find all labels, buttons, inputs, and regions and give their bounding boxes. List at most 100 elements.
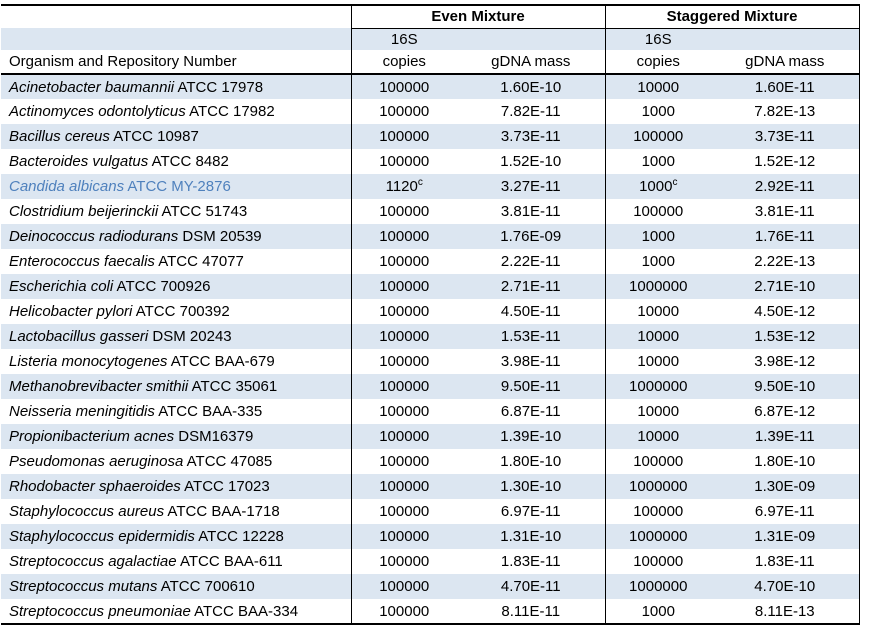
even-16s-copies-cell: 100000 [350,124,457,149]
organism-cell: Streptococcus pneumoniae ATCC BAA-334 [1,599,351,625]
repository-number: ATCC 12228 [194,528,284,545]
organism-column-header: Organism and Repository Number [1,50,351,75]
even-16s-copies-cell: 100000 [350,224,457,249]
even-gdna-mass-cell: 6.87E-11 [500,403,561,420]
repository-number: ATCC 700392 [132,303,230,320]
staggered-gdna-mass-cell: 1.53E-12 [711,324,860,349]
even-gdna-mass-cell: 1.30E-10 [500,478,562,495]
organism-cell: Helicobacter pylori ATCC 700392 [1,299,351,324]
repository-number: ATCC 700610 [157,578,255,595]
staggered-gdna-mass-cell: 1.30E-09 [711,474,860,499]
organism-name: Enterococcus faecalis [9,253,155,270]
even-gdna-mass-cell: 7.82E-11 [500,103,561,120]
even-gdna-mass-cell: 1.39E-10 [500,428,562,445]
even-16s-copies-cell: 100000 [350,99,457,124]
staggered-16s-copies-cell: 1000000 [604,524,711,549]
organism-name: Neisseria meningitidis [9,403,155,420]
even-16s-copies-cell: 100000 [350,349,457,374]
table-row: Staphylococcus epidermidis ATCC 12228 100… [1,524,860,549]
organism-cell: Lactobacillus gasseri DSM 20243 [1,324,351,349]
table-row: Streptococcus agalactiae ATCC BAA-611 100… [1,549,860,574]
organism-name: Propionibacterium acnes [9,428,175,445]
staggered-gdna-mass-cell: 1.76E-11 [711,224,860,249]
organism-name: Staphylococcus aureus [9,503,165,520]
even-gdna-mass-cell: 1.60E-10 [500,78,562,96]
even-gdna-column-header: gDNA mass [457,50,605,75]
repository-number: ATCC BAA-335 [154,403,263,420]
organism-name: Listeria monocytogenes [9,353,168,370]
even-gdna-mass-cell: 3.73E-11 [500,128,561,145]
staggered-gdna-mass-cell: 2.92E-11 [711,174,860,199]
group-header-row: Even Mixture Staggered Mixture [1,4,860,29]
staggered-gdna-column-header: gDNA mass [711,50,860,75]
staggered-16s-copies-cell: 1000 [604,149,711,174]
table-row: Methanobrevibacter smithii ATCC 35061 100… [1,374,860,399]
even-16s-copies-cell: 100000 [350,149,457,174]
even-gdna-mass-cell: 4.70E-11 [500,578,561,595]
repository-number: ATCC BAA-679 [167,353,275,370]
staggered-mixture-header: Staggered Mixture [604,4,860,29]
staggered-16s-copies-cell: 1000000 [604,274,711,299]
table-row: Bacteroides vulgatus ATCC 8482 100000 1.52… [1,149,860,174]
table-row: Clostridium beijerinckii ATCC 51743 10000… [1,199,860,224]
organism-name: Staphylococcus epidermidis [9,528,195,545]
table-row: Staphylococcus aureus ATCC BAA-1718 10000… [1,499,860,524]
table-row: Lactobacillus gasseri DSM 20243 100000 1.5… [1,324,860,349]
even-16s-copies-cell: 100000 [350,549,457,574]
even-16s-copies-cell: 100000 [350,299,457,324]
even-gdna-mass-cell: 1.76E-09 [500,228,562,245]
staggered-gdna-mass-cell: 9.50E-10 [711,374,860,399]
repository-number: DSM 20539 [178,228,262,245]
repository-number: DSM 20243 [148,328,232,345]
repository-number: ATCC BAA-1718 [164,503,280,520]
subheader-spacer [1,28,351,50]
organism-name: Streptococcus agalactiae [9,553,177,570]
organism-name: Candida albicans [9,178,125,195]
staggered-gdna-mass-cell: 3.73E-11 [711,124,860,149]
table-row: Acinetobacter baumannii ATCC 17978 100000… [1,74,860,99]
organism-name: Lactobacillus gasseri [9,328,149,345]
staggered-16s-copies-cell: 100000 [604,124,711,149]
staggered-gdna-mass-cell: 2.71E-10 [711,274,860,299]
even-gdna-mass-cell: 1.52E-10 [500,153,562,170]
repository-number: ATCC BAA-334 [190,602,299,620]
column-header-row: Organism and Repository Number copies gD… [1,50,860,75]
even-gdna-mass-cell: 2.71E-11 [500,278,561,295]
even-copies-column-header: copies [350,50,457,75]
repository-number: ATCC 10987 [109,128,199,145]
organism-cell: Staphylococcus aureus ATCC BAA-1718 [1,499,351,524]
organism-cell: Neisseria meningitidis ATCC BAA-335 [1,399,351,424]
even-gdna-mass-cell: 6.97E-11 [500,503,561,520]
organism-cell: Candida albicans ATCC MY-2876 [1,174,351,199]
table-row: Deinococcus radiodurans DSM 20539 100000 1… [1,224,860,249]
repository-number: ATCC 47077 [154,253,244,270]
staggered-16s-copies-cell: 1000c [604,174,711,199]
table-row: Streptococcus pneumoniae ATCC BAA-334 100… [1,599,860,625]
even-16s-copies-cell: 100000 [350,74,457,99]
table-row: Listeria monocytogenes ATCC BAA-679 10000… [1,349,860,374]
staggered-gdna-mass-cell: 1.31E-09 [711,524,860,549]
organism-cell: Pseudomonas aeruginosa ATCC 47085 [1,449,351,474]
even-gdna-mass-cell: 1.80E-10 [500,453,562,470]
even-gdna-mass-cell: 3.98E-11 [500,353,561,370]
footnote-marker: c [417,177,423,188]
organism-name: Helicobacter pylori [9,303,133,320]
even-16s-copies-cell: 100000 [350,574,457,599]
repository-number: ATCC 51743 [158,203,248,220]
staggered-gdna-mass-cell: 1.60E-11 [711,74,860,99]
organism-name: Rhodobacter sphaeroides [9,478,181,495]
table-row: Bacillus cereus ATCC 10987 100000 3.73E-11… [1,124,860,149]
table-row: Neisseria meningitidis ATCC BAA-335 10000… [1,399,860,424]
staggered-16s-subheader: 16S [604,28,711,50]
staggered-gdna-mass-cell: 4.50E-12 [711,299,860,324]
even-16s-copies-cell: 100000 [350,474,457,499]
even-16s-copies-cell: 100000 [350,449,457,474]
organism-name: Actinomyces odontolyticus [9,103,186,120]
even-gdna-mass-cell: 4.50E-11 [500,303,561,320]
organism-name: Escherichia coli [9,278,114,295]
even-gdna-mass-cell: 3.27E-11 [500,178,561,195]
staggered-copies-column-header: copies [604,50,711,75]
staggered-gdna-spacer [711,28,860,50]
repository-number: ATCC 17023 [180,478,270,495]
table-row: Actinomyces odontolyticus ATCC 17982 1000… [1,99,860,124]
